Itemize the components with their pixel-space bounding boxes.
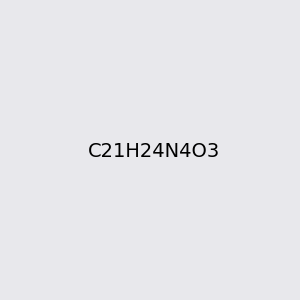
Text: C21H24N4O3: C21H24N4O3 [88,142,220,161]
